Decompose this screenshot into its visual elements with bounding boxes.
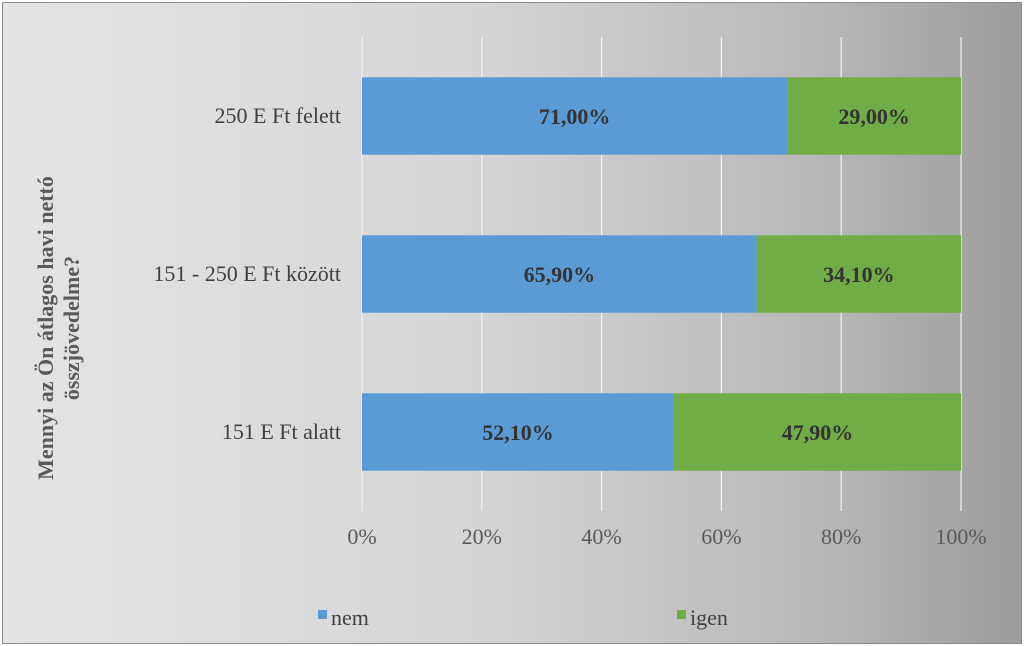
y-axis-title-line-2: összjövedelme? <box>59 256 84 400</box>
data-label: 47,90% <box>782 420 854 445</box>
y-axis-title: Mennyi az Ön átlagos havi nettó összjöve… <box>33 176 84 480</box>
category-label: 151 E Ft alatt <box>222 419 341 444</box>
data-label: 65,90% <box>524 262 596 287</box>
legend-swatch-igen <box>677 610 686 619</box>
y-axis-title-line-1: Mennyi az Ön átlagos havi nettó <box>33 176 58 480</box>
data-label: 34,10% <box>823 262 895 287</box>
x-tick-labels: 0% 20% 40% 60% 80% 100% <box>347 524 986 549</box>
legend: nem igen <box>318 605 728 630</box>
legend-swatch-nem <box>318 610 327 619</box>
x-tick-label: 100% <box>935 524 986 549</box>
x-tick-label: 40% <box>581 524 621 549</box>
x-tick-label: 0% <box>347 524 376 549</box>
bar-nem <box>362 235 757 313</box>
bar-igen <box>756 235 961 313</box>
x-tick-label: 60% <box>701 524 741 549</box>
data-label: 71,00% <box>539 104 611 129</box>
legend-label-nem: nem <box>331 605 369 630</box>
bar-nem <box>362 77 788 155</box>
bar-igen <box>674 393 961 471</box>
category-label: 250 E Ft felett <box>215 103 341 128</box>
bars <box>362 77 961 471</box>
bar-igen <box>787 77 961 155</box>
category-labels: 250 E Ft felett 151 - 250 E Ft között 151 … <box>153 103 341 444</box>
x-tick-label: 20% <box>462 524 502 549</box>
data-label: 52,10% <box>482 420 554 445</box>
legend-label-igen: igen <box>690 605 728 630</box>
bar-nem <box>362 393 675 471</box>
x-tick-label: 80% <box>821 524 861 549</box>
data-labels: 71,00% 29,00% 65,90% 34,10% 52,10% 47,90% <box>482 104 910 445</box>
data-label: 29,00% <box>838 104 910 129</box>
category-label: 151 - 250 E Ft között <box>153 261 341 286</box>
chart-svg: 71,00% 29,00% 65,90% 34,10% 52,10% 47,90% 0% 2… <box>33 37 987 630</box>
